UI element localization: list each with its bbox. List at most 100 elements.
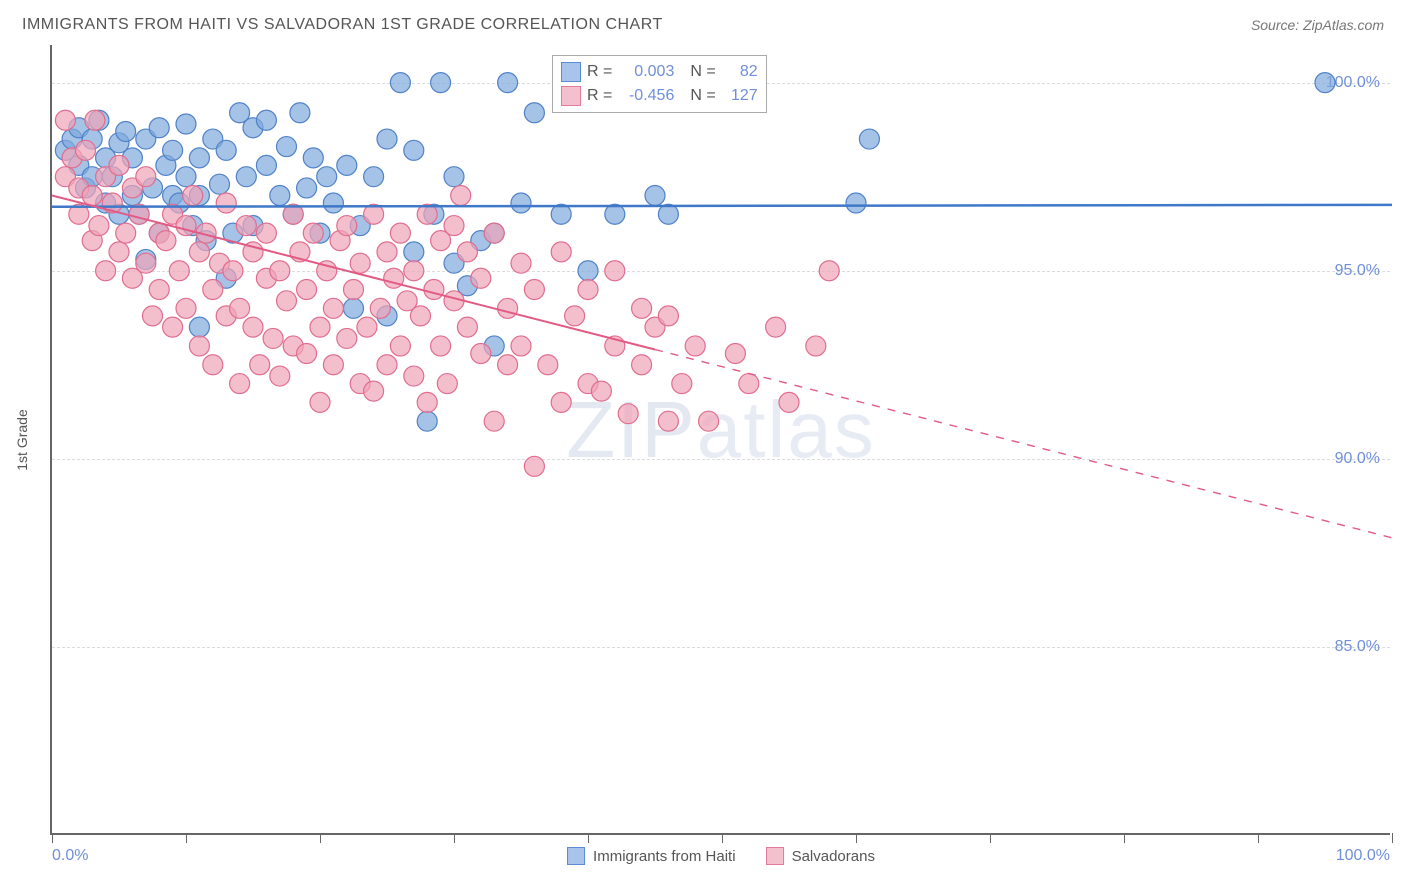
scatter-point-haiti — [277, 137, 297, 157]
scatter-point-salvadorans — [658, 411, 678, 431]
scatter-point-haiti — [605, 204, 625, 224]
scatter-point-salvadorans — [471, 268, 491, 288]
scatter-point-salvadorans — [457, 242, 477, 262]
scatter-point-salvadorans — [484, 411, 504, 431]
scatter-point-salvadorans — [143, 306, 163, 326]
legend-label: Immigrants from Haiti — [593, 848, 736, 865]
legend-label: Salvadorans — [792, 848, 875, 865]
scatter-point-haiti — [216, 140, 236, 160]
chart-container: 1st Grade 85.0%90.0%95.0%100.0% ZIPatlas… — [50, 45, 1390, 835]
scatter-point-haiti — [859, 129, 879, 149]
scatter-point-haiti — [344, 298, 364, 318]
scatter-point-salvadorans — [457, 317, 477, 337]
scatter-point-haiti — [1315, 73, 1335, 93]
scatter-point-haiti — [645, 185, 665, 205]
scatter-point-haiti — [323, 193, 343, 213]
scatter-point-salvadorans — [672, 374, 692, 394]
scatter-point-salvadorans — [337, 328, 357, 348]
legend-swatch — [567, 847, 585, 865]
scatter-point-salvadorans — [310, 392, 330, 412]
x-tick — [320, 833, 321, 843]
stat-r-label: R = — [587, 84, 612, 108]
scatter-point-salvadorans — [524, 280, 544, 300]
scatter-point-salvadorans — [632, 355, 652, 375]
scatter-point-salvadorans — [357, 317, 377, 337]
chart-title: IMMIGRANTS FROM HAITI VS SALVADORAN 1ST … — [22, 16, 663, 34]
scatter-point-salvadorans — [819, 261, 839, 281]
scatter-point-salvadorans — [551, 392, 571, 412]
scatter-point-haiti — [444, 167, 464, 187]
scatter-point-haiti — [210, 174, 230, 194]
scatter-point-haiti — [303, 148, 323, 168]
scatter-point-salvadorans — [189, 242, 209, 262]
scatter-point-salvadorans — [270, 261, 290, 281]
scatter-point-salvadorans — [377, 242, 397, 262]
scatter-point-salvadorans — [149, 280, 169, 300]
x-tick — [1258, 833, 1259, 843]
scatter-point-haiti — [256, 110, 276, 130]
scatter-point-haiti — [116, 122, 136, 142]
scatter-point-salvadorans — [524, 456, 544, 476]
x-tick — [1124, 833, 1125, 843]
scatter-point-salvadorans — [337, 216, 357, 236]
plot-area: 85.0%90.0%95.0%100.0% ZIPatlas R =0.003N… — [50, 45, 1390, 835]
stat-r-label: R = — [587, 60, 612, 84]
stats-legend-row: R =0.003 N = 82 — [561, 60, 758, 84]
scatter-point-haiti — [431, 73, 451, 93]
trendline-haiti — [52, 205, 1392, 207]
legend-item: Salvadorans — [766, 847, 875, 865]
trendline-dashed-salvadorans — [655, 350, 1392, 538]
scatter-point-salvadorans — [618, 404, 638, 424]
scatter-point-salvadorans — [216, 193, 236, 213]
scatter-point-haiti — [498, 73, 518, 93]
scatter-point-salvadorans — [806, 336, 826, 356]
scatter-point-salvadorans — [109, 155, 129, 175]
scatter-point-haiti — [390, 73, 410, 93]
scatter-point-haiti — [404, 242, 424, 262]
scatter-point-haiti — [149, 118, 169, 138]
scatter-point-salvadorans — [89, 216, 109, 236]
scatter-point-salvadorans — [169, 261, 189, 281]
scatter-point-salvadorans — [578, 280, 598, 300]
scatter-point-salvadorans — [116, 223, 136, 243]
scatter-point-salvadorans — [685, 336, 705, 356]
scatter-point-haiti — [163, 140, 183, 160]
stat-r-value: 0.003 — [618, 60, 674, 84]
y-axis-title: 1st Grade — [14, 409, 30, 470]
scatter-point-salvadorans — [451, 185, 471, 205]
scatter-point-haiti — [317, 167, 337, 187]
x-tick — [588, 833, 589, 843]
x-tick — [856, 833, 857, 843]
stat-n-label: N = — [690, 60, 715, 84]
scatter-point-salvadorans — [444, 216, 464, 236]
scatter-point-salvadorans — [565, 306, 585, 326]
scatter-point-haiti — [377, 129, 397, 149]
scatter-point-salvadorans — [277, 291, 297, 311]
scatter-point-salvadorans — [203, 280, 223, 300]
x-axis-max-label: 100.0% — [1336, 847, 1390, 865]
scatter-point-salvadorans — [243, 317, 263, 337]
scatter-point-salvadorans — [725, 343, 745, 363]
stat-n-value: 82 — [722, 60, 758, 84]
scatter-point-haiti — [658, 204, 678, 224]
scatter-point-salvadorans — [136, 167, 156, 187]
scatter-point-salvadorans — [411, 306, 431, 326]
scatter-point-salvadorans — [163, 317, 183, 337]
scatter-point-salvadorans — [297, 343, 317, 363]
legend-item: Immigrants from Haiti — [567, 847, 736, 865]
stat-r-value: -0.456 — [618, 84, 674, 108]
scatter-point-haiti — [236, 167, 256, 187]
scatter-point-salvadorans — [538, 355, 558, 375]
scatter-point-salvadorans — [236, 216, 256, 236]
scatter-point-salvadorans — [270, 366, 290, 386]
scatter-point-salvadorans — [350, 253, 370, 273]
scatter-point-salvadorans — [417, 392, 437, 412]
scatter-point-salvadorans — [370, 298, 390, 318]
scatter-point-salvadorans — [323, 355, 343, 375]
scatter-point-salvadorans — [699, 411, 719, 431]
x-tick — [454, 833, 455, 843]
scatter-point-salvadorans — [203, 355, 223, 375]
scatter-point-salvadorans — [364, 381, 384, 401]
scatter-point-haiti — [578, 261, 598, 281]
scatter-point-haiti — [290, 103, 310, 123]
